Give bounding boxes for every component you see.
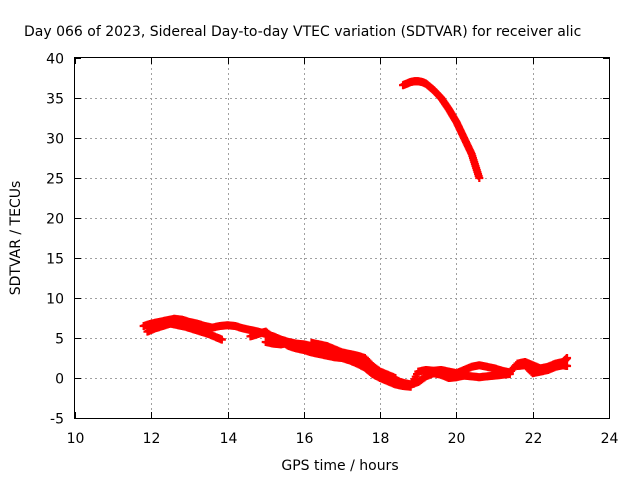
data-points: [139, 77, 572, 391]
y-tick-label: 25: [46, 172, 64, 188]
data-point: [217, 335, 226, 344]
data-point: [563, 354, 572, 362]
data-point: [475, 174, 484, 182]
axis-ticks: 10 12 14 16 18 20 22 24 -5 0 5 10 15 20 25 30 35 40: [46, 52, 618, 448]
y-tick-label: -5: [50, 412, 64, 428]
x-tick-label: 14: [220, 431, 238, 447]
y-tick-label: 40: [46, 52, 64, 68]
y-tick-label: 10: [46, 292, 64, 308]
y-tick-label: 0: [55, 372, 64, 388]
series-track-low-c: [261, 338, 572, 382]
data-point: [292, 342, 301, 350]
x-axis-label: GPS time / hours: [281, 458, 398, 474]
plot-frame: [74, 57, 610, 419]
data-point: [563, 362, 572, 370]
x-tick-label: 20: [448, 431, 466, 447]
y-tick-label: 35: [46, 92, 64, 108]
grid-layer: [75, 58, 609, 418]
chart-title: Day 066 of 2023, Sidereal Day-to-day VTE…: [24, 24, 581, 40]
x-tick-label: 24: [601, 431, 619, 447]
y-tick-label: 30: [46, 132, 64, 148]
y-tick-label: 15: [46, 252, 64, 268]
x-tick-label: 16: [296, 431, 314, 447]
y-axis-label: SDTVAR / TECUs: [8, 181, 24, 296]
x-tick-label: 10: [67, 431, 85, 447]
x-tick-label: 18: [372, 431, 390, 447]
data-point: [391, 374, 400, 382]
series-track-low-a: [139, 314, 514, 389]
x-tick-label: 12: [143, 431, 161, 447]
series-track-high: [399, 77, 484, 182]
y-tick-label: 20: [46, 212, 64, 228]
y-tick-label: 5: [55, 332, 64, 348]
x-tick-label: 22: [525, 431, 543, 447]
